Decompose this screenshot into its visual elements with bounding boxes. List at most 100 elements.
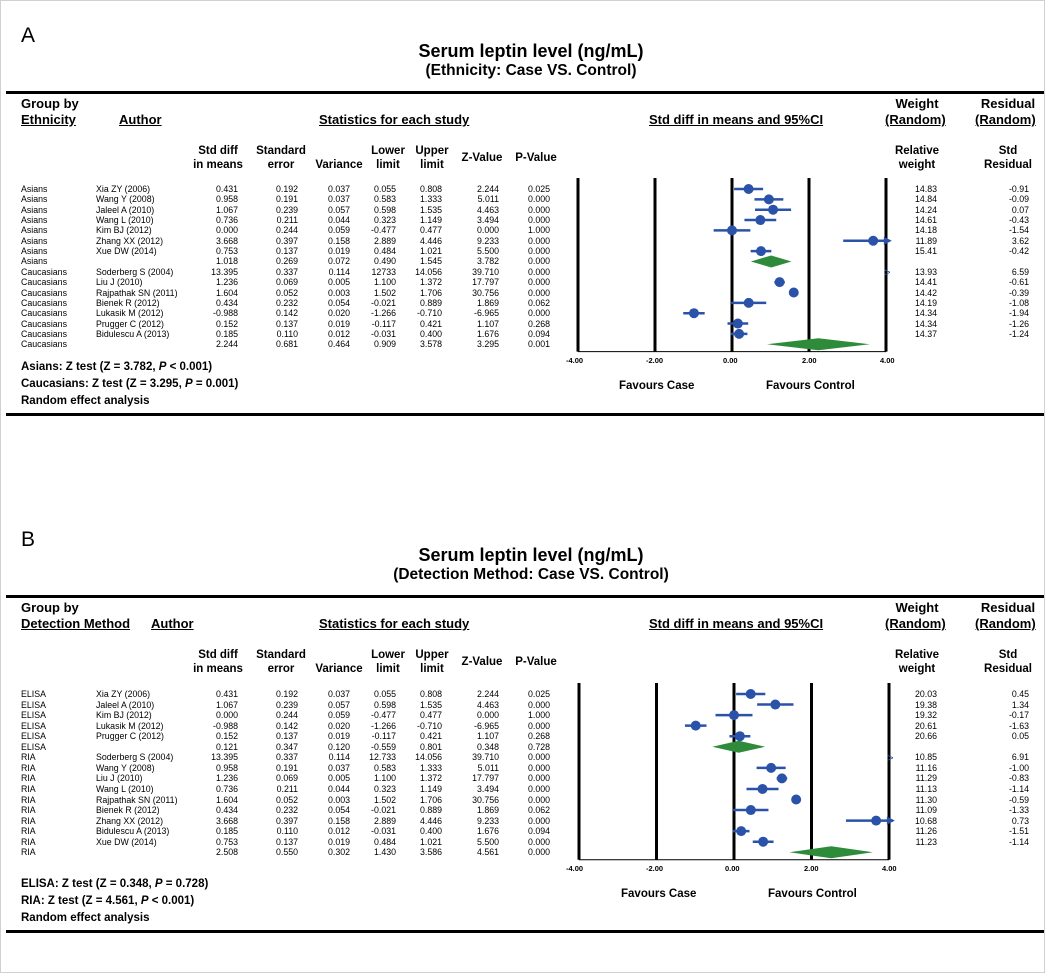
row-author: Jaleel A (2010) — [96, 699, 155, 710]
row-lower: -0.031 — [371, 826, 396, 837]
row-p: 0.728 — [527, 741, 550, 752]
row-author: Kim BJ (2012) — [96, 225, 152, 236]
row-smd: 3.668 — [215, 815, 238, 826]
row-weight: 20.66 — [914, 731, 937, 742]
author-header: Author — [119, 112, 162, 127]
row-p: 0.000 — [527, 194, 550, 205]
row-z: 5.011 — [477, 194, 499, 205]
row-lower: 0.598 — [373, 699, 396, 710]
study-point — [729, 710, 739, 721]
row-upper: 3.586 — [419, 847, 442, 858]
row-upper: 1.535 — [419, 204, 442, 215]
axis-tick-label: 0.00 — [725, 863, 740, 873]
study-point — [743, 184, 754, 194]
row-var: 0.057 — [327, 699, 350, 710]
row-se: 0.239 — [275, 204, 298, 215]
row-var: 0.302 — [327, 847, 350, 858]
row-lower: 2.889 — [373, 815, 396, 826]
row-lower: 0.484 — [373, 246, 396, 257]
row-group: Asians — [21, 246, 48, 257]
favours-case-label: Favours Case — [621, 887, 697, 900]
rel-weight-subheader-l2: weight — [898, 663, 936, 675]
row-se: 0.137 — [275, 246, 298, 257]
row-z: 0.000 — [476, 225, 499, 236]
row-residual: -0.59 — [1008, 794, 1029, 805]
row-lower: 12733 — [371, 266, 396, 277]
row-upper: 0.477 — [419, 225, 442, 236]
rel-weight-subheader-l1: Relative — [894, 145, 940, 157]
row-z: 1.107 — [476, 731, 499, 742]
row-group: Caucasians — [21, 339, 67, 350]
study-point — [758, 836, 769, 847]
row-group: RIA — [21, 773, 36, 784]
row-z: 30.756 — [472, 287, 499, 298]
se-subheader-l1: Standard — [256, 145, 306, 157]
row-weight: 14.83 — [914, 184, 937, 194]
row-author: Wang Y (2008) — [96, 762, 155, 773]
row-smd: -0.988 — [213, 308, 238, 319]
row-upper: 0.477 — [419, 710, 442, 721]
row-upper: 0.400 — [419, 826, 442, 837]
row-group: ELISA — [21, 710, 46, 721]
row-lower: 0.583 — [373, 762, 396, 773]
lower-subheader-l1: Lower — [371, 649, 405, 661]
row-smd: 1.604 — [215, 287, 238, 298]
row-lower: 0.323 — [373, 215, 396, 226]
row-p: 0.094 — [527, 826, 550, 837]
std-residual-subheader-l1: Std — [998, 145, 1018, 157]
row-group: RIA — [21, 794, 36, 805]
row-z: 5.500 — [476, 246, 499, 257]
row-se: 0.191 — [275, 762, 298, 773]
row-lower: -0.031 — [371, 328, 396, 339]
row-author: Jaleel A (2010) — [96, 204, 155, 215]
row-weight: 14.18 — [914, 225, 937, 236]
row-p: 0.025 — [527, 689, 550, 699]
row-group: Asians — [21, 225, 48, 236]
row-weight: 10.68 — [914, 815, 937, 826]
se-subheader-l1: Standard — [256, 649, 306, 661]
random-effect-label: Random effect analysis — [21, 394, 150, 407]
row-weight: 11.30 — [915, 794, 937, 805]
study-point — [727, 225, 737, 236]
row-upper: 4.446 — [419, 235, 442, 246]
row-var: 0.054 — [327, 805, 350, 816]
study-point — [768, 204, 779, 215]
row-z: 1.869 — [476, 805, 499, 816]
row-var: 0.003 — [327, 794, 350, 805]
row-weight: 15.41 — [914, 246, 937, 257]
z-test-group: Caucasians — [21, 377, 85, 390]
group-by-label: Group by — [21, 600, 79, 615]
z-test-result: ELISA: Z test (Z = 0.348, P = 0.728) — [21, 878, 208, 890]
p-subheader: P-Value — [515, 152, 557, 164]
row-p: 0.000 — [527, 699, 550, 710]
row-se: 0.137 — [275, 836, 298, 847]
axis-tick-label: -4.00 — [566, 863, 584, 873]
row-se: 0.110 — [276, 826, 298, 837]
row-var: 0.037 — [327, 184, 350, 194]
row-weight: 20.03 — [914, 689, 937, 699]
row-z: 2.244 — [476, 184, 499, 194]
axis-tick-label: 0.00 — [723, 355, 738, 365]
row-group: RIA — [21, 783, 36, 794]
row-se: 0.347 — [275, 741, 298, 752]
row-se: 0.069 — [275, 277, 298, 288]
z-test-p-symbol: P — [158, 360, 167, 373]
row-se: 0.192 — [275, 184, 298, 194]
z-test-result: Asians: Z test (Z = 3.782, P < 0.001) — [21, 361, 212, 373]
row-p: 0.000 — [527, 752, 550, 763]
row-lower: 0.583 — [373, 194, 396, 205]
std-residual-subheader-l2: Residual — [984, 663, 1032, 675]
z-test-result: RIA: Z test (Z = 4.561, P < 0.001) — [21, 895, 194, 907]
axis-tick-label: 2.00 — [804, 863, 819, 873]
row-upper: 1.021 — [419, 836, 442, 847]
row-smd: 1.018 — [215, 256, 238, 267]
z-test-group: Asians — [21, 360, 59, 373]
study-point — [745, 805, 756, 816]
row-lower: 12.733 — [369, 752, 396, 763]
panel-letter: B — [21, 528, 36, 551]
row-lower: -0.021 — [371, 805, 396, 816]
row-z: 39.710 — [472, 752, 499, 763]
row-smd: 0.185 — [215, 826, 238, 837]
row-z: 2.244 — [476, 689, 499, 699]
row-upper: 0.801 — [419, 741, 442, 752]
